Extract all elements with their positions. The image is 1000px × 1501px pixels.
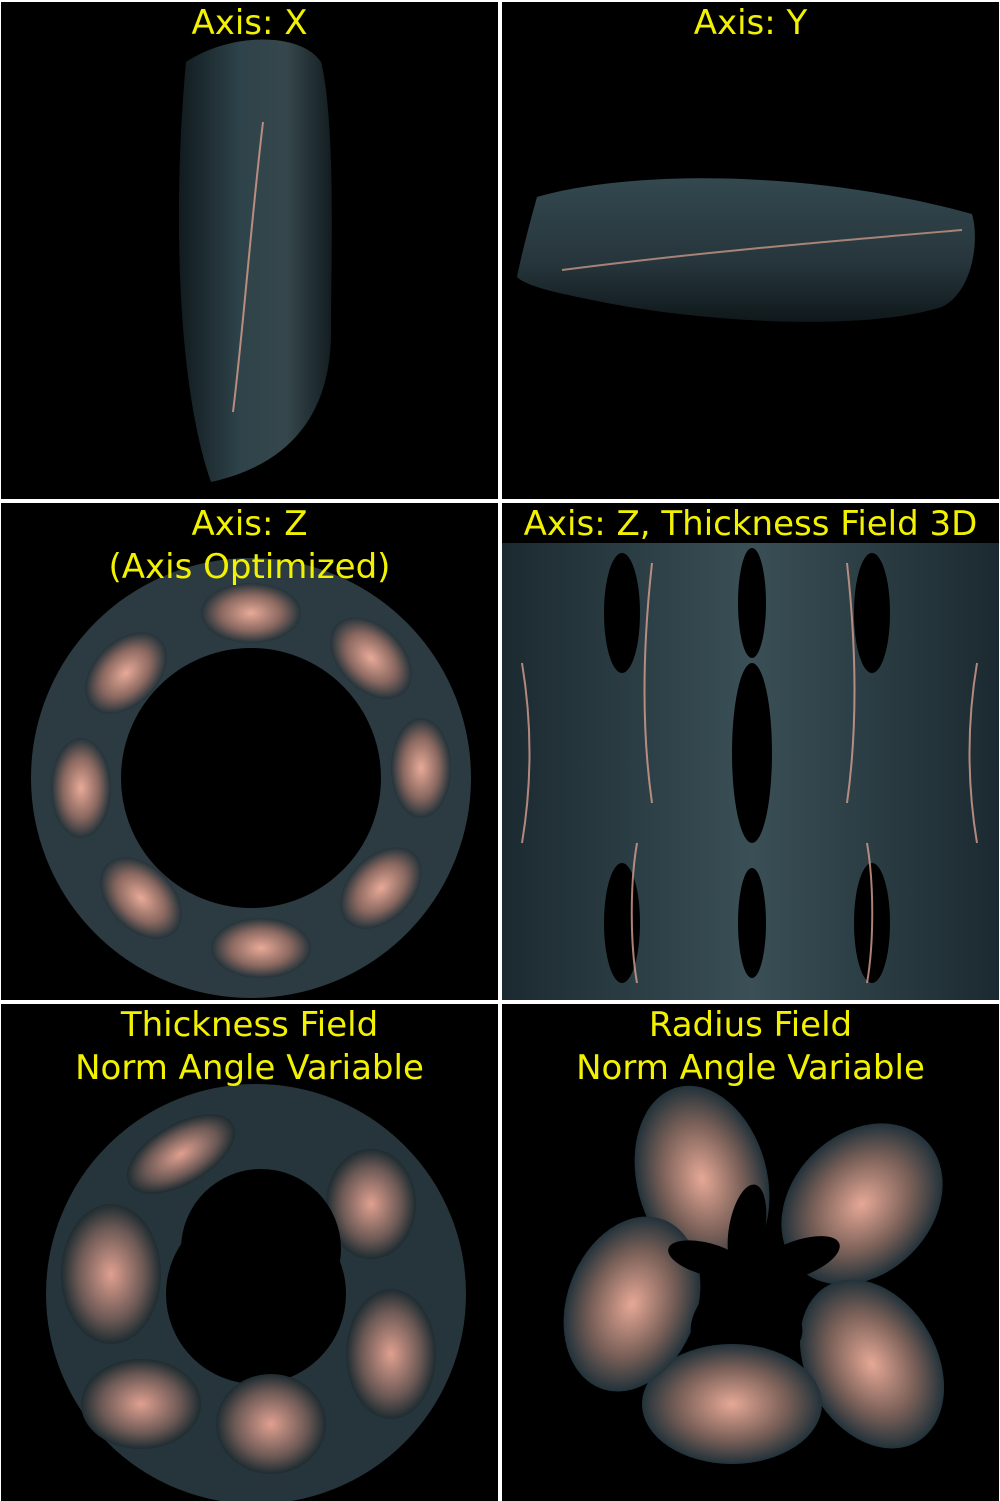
caption-line: Axis: Z xyxy=(191,504,308,544)
caption-line: (Axis Optimized) xyxy=(108,547,391,587)
panel-caption: Axis: Z (Axis Optimized) xyxy=(1,503,498,589)
panel-caption: Axis: X xyxy=(1,2,498,45)
twisted-torus-render xyxy=(31,558,471,998)
panel-caption: Axis: Z, Thickness Field 3D xyxy=(502,503,999,546)
caption-line: Axis: X xyxy=(191,3,308,43)
surface-render-side-x xyxy=(178,39,332,482)
caption-line: Norm Angle Variable xyxy=(75,1048,424,1088)
caption-line: Axis: Y xyxy=(693,3,808,43)
panel-caption: Thickness Field Norm Angle Variable xyxy=(1,1004,498,1090)
thickness-field-torus-render xyxy=(46,1084,466,1501)
panel-caption: Radius Field Norm Angle Variable xyxy=(502,1004,999,1090)
surface-render-side-y xyxy=(517,178,975,322)
radius-field-flower-render xyxy=(563,1085,945,1464)
panel-axis-z-thickness-3d: Axis: Z, Thickness Field 3D xyxy=(502,503,999,1000)
caption-line: Norm Angle Variable xyxy=(576,1048,925,1088)
panel-thickness-field-norm-angle: Thickness Field Norm Angle Variable xyxy=(1,1004,498,1501)
panel-caption: Axis: Y xyxy=(502,2,999,45)
caption-line: Axis: Z, Thickness Field 3D xyxy=(523,504,978,544)
caption-line: Radius Field xyxy=(648,1005,853,1045)
thickness-field-lattice-render xyxy=(502,543,999,1000)
panel-radius-field-norm-angle: Radius Field Norm Angle Variable xyxy=(502,1004,999,1501)
caption-line: Thickness Field xyxy=(120,1005,379,1045)
panel-axis-y: Axis: Y xyxy=(502,2,999,499)
panel-axis-x: Axis: X xyxy=(1,2,498,499)
panel-axis-z-optimized: Axis: Z (Axis Optimized) xyxy=(1,503,498,1000)
